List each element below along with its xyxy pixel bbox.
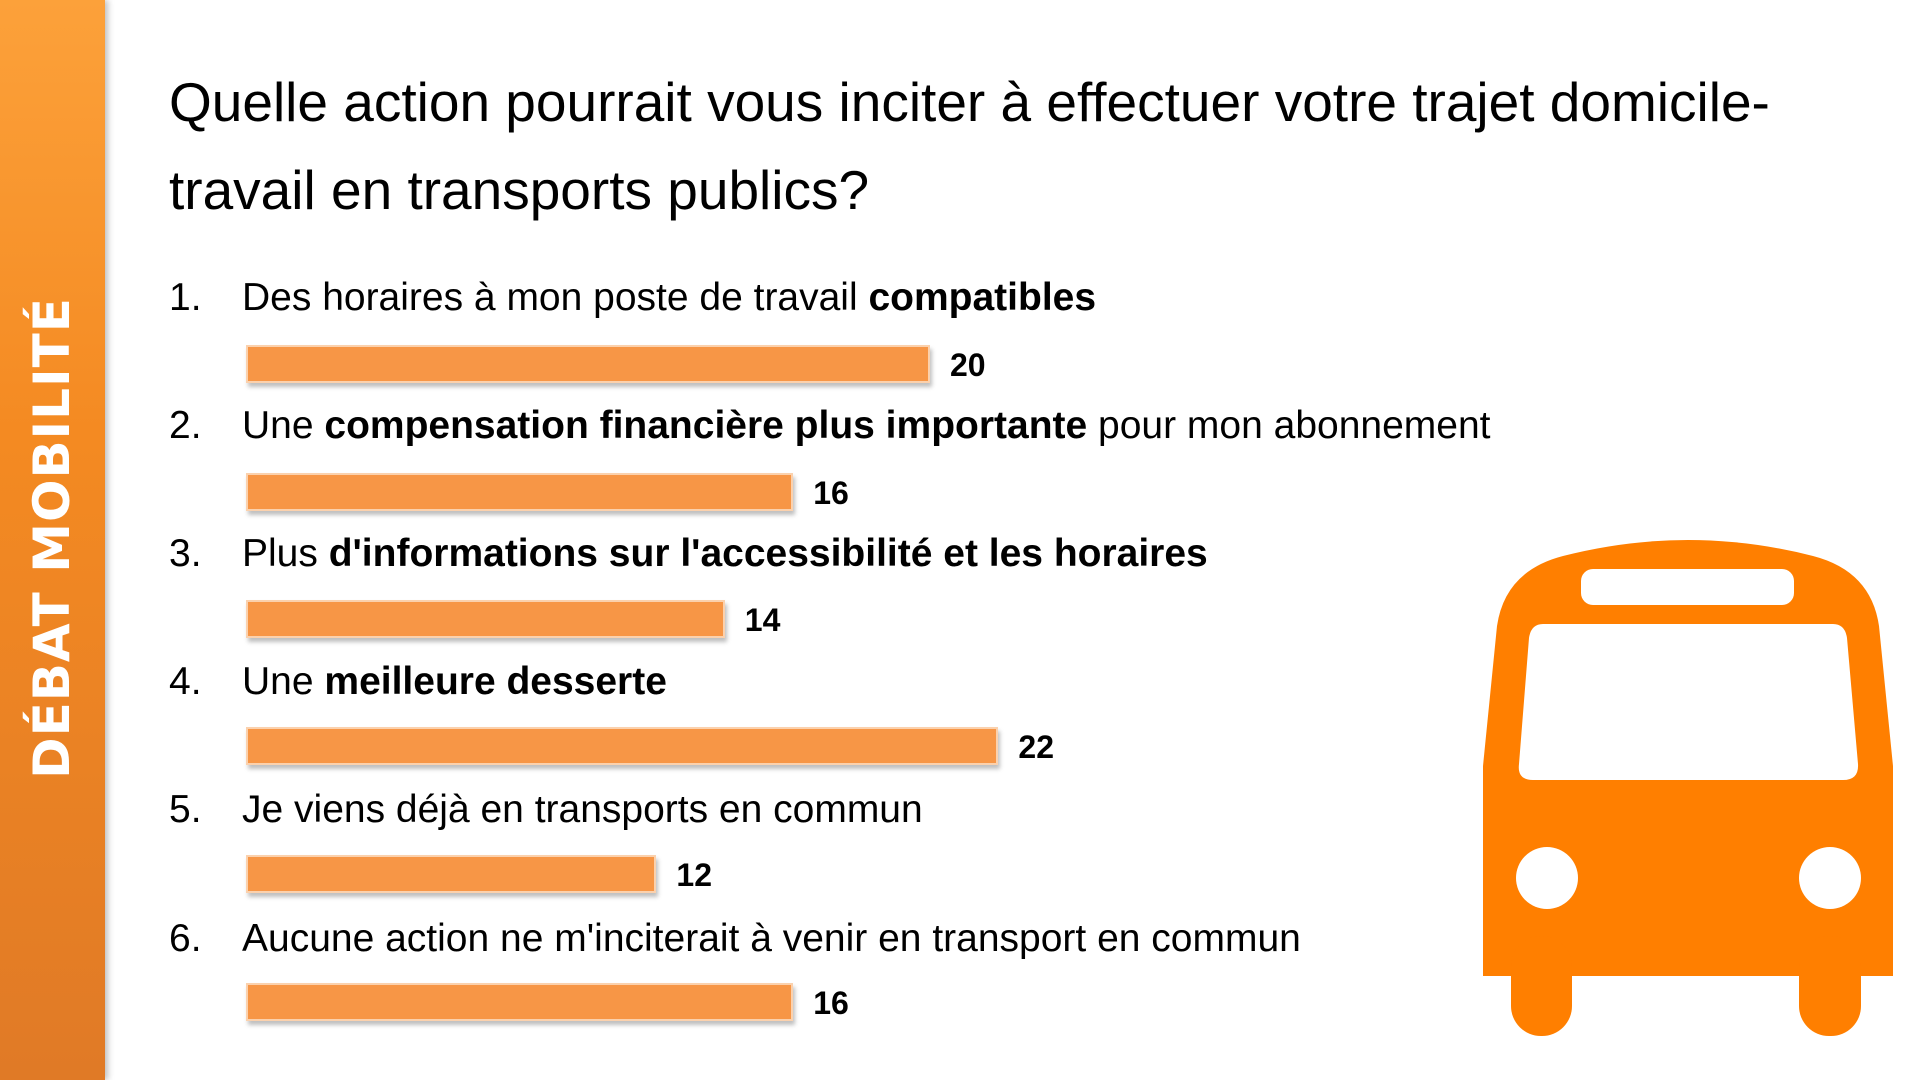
bar bbox=[246, 600, 725, 638]
item-text: compensation financière plus importante bbox=[324, 404, 1088, 447]
list-item: 2. Une compensation financière plus impor… bbox=[169, 404, 1490, 448]
bar bbox=[246, 345, 930, 383]
item-text: d'informations sur l'accessibilité et le… bbox=[328, 532, 1208, 575]
item-text: Plus bbox=[242, 532, 329, 575]
item-text: meilleure desserte bbox=[324, 660, 667, 703]
bar bbox=[246, 983, 794, 1021]
list-item: 6. Aucune action ne m'inciterait à venir … bbox=[169, 917, 1301, 961]
item-number: 5. bbox=[169, 788, 202, 831]
item-number: 6. bbox=[169, 917, 202, 960]
item-text: Aucune action ne m'inciterait à venir en… bbox=[242, 917, 1301, 960]
data-label: 14 bbox=[744, 602, 781, 638]
item-text: pour mon abonnement bbox=[1087, 404, 1491, 447]
item-text: Une bbox=[242, 660, 325, 703]
item-text: compatibles bbox=[868, 276, 1097, 319]
item-text: Je viens déjà en transports en commun bbox=[242, 788, 923, 831]
item-number: 2. bbox=[169, 404, 202, 447]
bar bbox=[246, 855, 657, 893]
bar bbox=[246, 473, 794, 511]
bar bbox=[246, 727, 999, 765]
data-label: 12 bbox=[676, 857, 712, 893]
list-item: 1. Des horaires à mon poste de travail co… bbox=[169, 276, 1096, 320]
sidebar-label: DÉBAT MOBILITÉ bbox=[23, 297, 81, 779]
data-label: 16 bbox=[813, 985, 849, 1021]
item-text: Une bbox=[242, 404, 325, 447]
data-label: 20 bbox=[950, 347, 986, 383]
item-number: 1. bbox=[169, 276, 202, 319]
list-item: 5. Je viens déjà en transports en commun bbox=[169, 788, 923, 832]
list-item: 3. Plus d'informations sur l'accessibilit… bbox=[169, 532, 1208, 576]
page-title: Quelle action pourrait vous inciter à ef… bbox=[169, 71, 1770, 221]
data-label: 22 bbox=[1018, 729, 1054, 765]
data-label: 16 bbox=[813, 475, 849, 511]
item-number: 3. bbox=[169, 532, 202, 575]
item-text: Des horaires à mon poste de travail bbox=[242, 276, 869, 319]
bus-icon bbox=[1483, 540, 1893, 1036]
item-number: 4. bbox=[169, 660, 202, 703]
list-item: 4. Une meilleure desserte bbox=[169, 660, 667, 704]
sidebar-banner: DÉBAT MOBILITÉ bbox=[0, 0, 105, 1080]
